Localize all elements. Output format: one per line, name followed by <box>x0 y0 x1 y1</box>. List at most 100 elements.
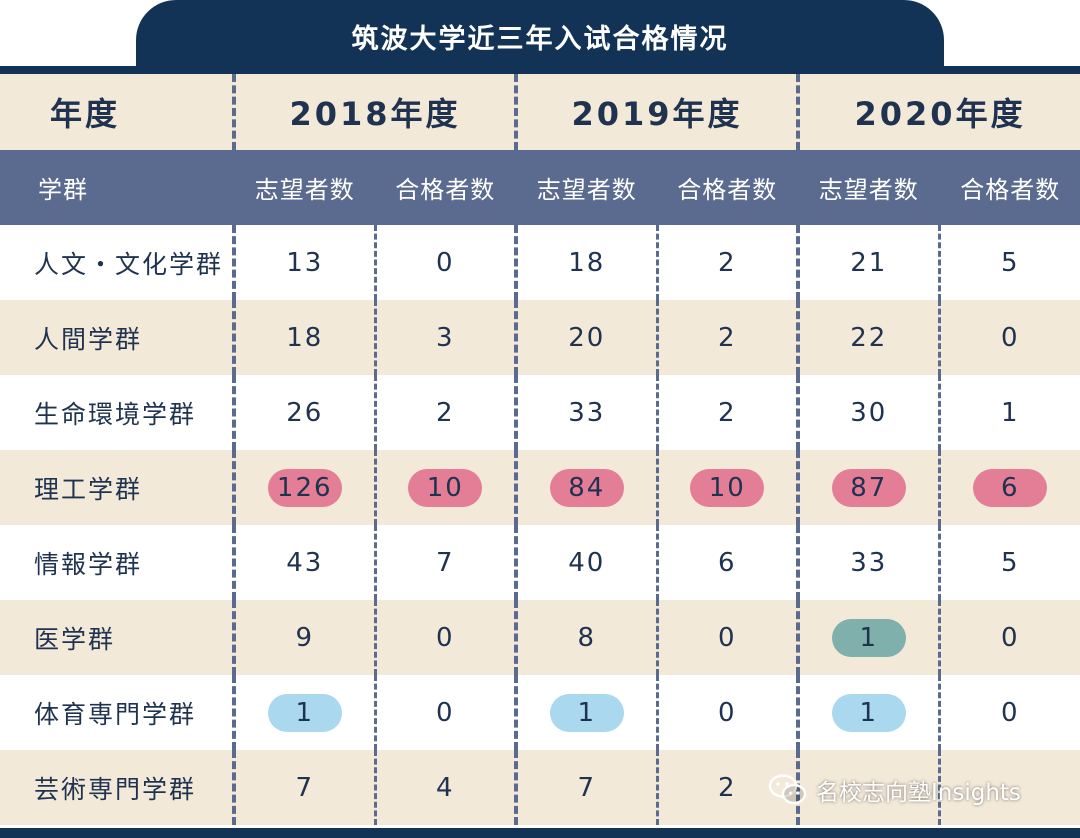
column-header-row: 学群 志望者数 合格者数 志望者数 合格者数 志望者数 合格者数 <box>0 150 1080 225</box>
applicants-2019-cell: 18 <box>514 225 658 300</box>
cell-value: 5 <box>1001 247 1020 278</box>
highlighted-value: 1 <box>831 618 906 657</box>
cell-value: 5 <box>1001 547 1020 578</box>
year-2019-header: 2019年度 <box>514 74 799 150</box>
highlighted-value: 126 <box>267 468 342 507</box>
table-row: 理工学群 126 10 84 10 87 6 <box>0 450 1080 525</box>
applicants-2020-cell: 21 <box>796 225 940 300</box>
highlighted-value: 10 <box>690 468 765 507</box>
passers-2019-cell: 0 <box>655 600 799 675</box>
year-2020-header: 2020年度 <box>796 74 1080 150</box>
applicants-2019-cell: 8 <box>514 600 658 675</box>
applicants-2019-cell: 84 <box>514 450 658 525</box>
applicants-2018-cell: 26 <box>232 375 375 450</box>
applicants-header-2020: 志望者数 <box>796 150 940 225</box>
cell-value: 0 <box>1001 697 1020 728</box>
passers-2019-cell: 2 <box>655 750 799 825</box>
passers-2018-cell: 7 <box>373 525 517 600</box>
admission-table-container: 年度 2018年度 2019年度 2020年度 学群 志望者数 合格者数 志望者… <box>0 66 1080 838</box>
cell-value: 0 <box>435 697 455 728</box>
applicants-2019-cell: 7 <box>514 750 658 825</box>
highlighted-value: 1 <box>549 693 624 732</box>
admission-table: 年度 2018年度 2019年度 2020年度 学群 志望者数 合格者数 志望者… <box>0 74 1080 825</box>
group-name-cell: 生命環境学群 <box>0 375 234 450</box>
cell-value: 0 <box>718 697 737 728</box>
cell-value: 33 <box>568 397 606 428</box>
passers-2019-cell: 2 <box>655 225 799 300</box>
highlighted-value: 87 <box>831 468 906 507</box>
cell-value: 2 <box>718 397 737 428</box>
group-name-cell: 人文・文化学群 <box>0 225 234 300</box>
passers-2019-cell: 2 <box>655 375 799 450</box>
table-row: 芸術専門学群 7 4 7 2 <box>0 750 1080 825</box>
applicants-2020-cell: 87 <box>796 450 940 525</box>
passers-2020-cell: 0 <box>937 675 1080 750</box>
cell-value: 9 <box>295 622 315 653</box>
passers-2018-cell: 10 <box>373 450 517 525</box>
cell-value: 13 <box>286 247 324 278</box>
applicants-2018-cell: 13 <box>232 225 375 300</box>
cell-value: 7 <box>295 772 315 803</box>
passers-2020-cell: 1 <box>937 375 1080 450</box>
cell-value: 18 <box>286 322 324 353</box>
applicants-2018-cell: 126 <box>232 450 375 525</box>
group-name-cell: 情報学群 <box>0 525 234 600</box>
cell-value: 7 <box>577 772 597 803</box>
cell-value: 3 <box>435 322 455 353</box>
passers-2018-cell: 3 <box>373 300 517 375</box>
highlighted-value: 1 <box>267 693 342 732</box>
applicants-2020-cell: 22 <box>796 300 940 375</box>
table-body: 人文・文化学群 13 0 18 2 21 5 人間学群 18 3 20 2 22 0 生命環境学群 26 2 33… <box>0 225 1080 825</box>
table-row: 人間学群 18 3 20 2 22 0 <box>0 300 1080 375</box>
applicants-header-2019: 志望者数 <box>514 150 658 225</box>
group-column-header: 学群 <box>0 150 234 225</box>
applicants-2018-cell: 7 <box>232 750 375 825</box>
highlighted-value: 1 <box>831 693 906 732</box>
table-row: 人文・文化学群 13 0 18 2 21 5 <box>0 225 1080 300</box>
applicants-2018-cell: 18 <box>232 300 375 375</box>
applicants-header-2018: 志望者数 <box>232 150 375 225</box>
cell-value: 0 <box>1001 622 1020 653</box>
cell-value: 40 <box>568 547 606 578</box>
passers-2019-cell: 6 <box>655 525 799 600</box>
watermark-brand: 名校志向塾Insights <box>768 770 1021 810</box>
cell-value: 2 <box>718 322 737 353</box>
passers-header-2019: 合格者数 <box>655 150 799 225</box>
passers-2019-cell: 10 <box>655 450 799 525</box>
applicants-2020-cell: 1 <box>796 600 940 675</box>
passers-2018-cell: 0 <box>373 225 517 300</box>
passers-2018-cell: 0 <box>373 675 517 750</box>
group-name-cell: 医学群 <box>0 600 234 675</box>
cell-value: 0 <box>1001 322 1020 353</box>
passers-2018-cell: 2 <box>373 375 517 450</box>
applicants-2019-cell: 20 <box>514 300 658 375</box>
highlighted-value: 6 <box>973 468 1048 507</box>
applicants-2018-cell: 9 <box>232 600 375 675</box>
applicants-2020-cell: 33 <box>796 525 940 600</box>
year-label: 年度 <box>0 74 234 150</box>
cell-value: 26 <box>286 397 324 428</box>
table-row: 生命環境学群 26 2 33 2 30 1 <box>0 375 1080 450</box>
cell-value: 43 <box>286 547 324 578</box>
table-row: 情報学群 43 7 40 6 33 5 <box>0 525 1080 600</box>
passers-header-2020: 合格者数 <box>937 150 1080 225</box>
year-header-row: 年度 2018年度 2019年度 2020年度 <box>0 74 1080 150</box>
applicants-2020-cell: 30 <box>796 375 940 450</box>
applicants-2020-cell <box>796 750 940 825</box>
cell-value: 1 <box>1001 397 1020 428</box>
highlighted-value: 84 <box>549 468 624 507</box>
passers-header-2018: 合格者数 <box>373 150 517 225</box>
passers-2019-cell: 0 <box>655 675 799 750</box>
highlighted-value: 10 <box>408 468 483 507</box>
passers-2020-cell: 5 <box>937 225 1080 300</box>
passers-2020-cell: 0 <box>937 300 1080 375</box>
group-name-cell: 芸術専門学群 <box>0 750 234 825</box>
table-row: 体育専門学群 1 0 1 0 1 0 <box>0 675 1080 750</box>
cell-value: 0 <box>435 622 455 653</box>
group-name-cell: 体育専門学群 <box>0 675 234 750</box>
table-row: 医学群 9 0 8 0 1 0 <box>0 600 1080 675</box>
applicants-2019-cell: 40 <box>514 525 658 600</box>
passers-2020-cell: 0 <box>937 600 1080 675</box>
passers-2020-cell: 6 <box>937 450 1080 525</box>
passers-2019-cell: 2 <box>655 300 799 375</box>
